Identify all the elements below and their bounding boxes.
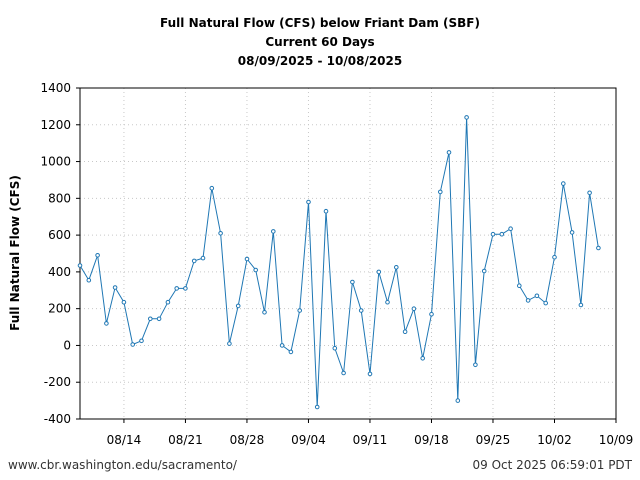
x-tick-label: 09/04 (291, 433, 326, 447)
grid (80, 87, 617, 420)
data-point (438, 189, 443, 195)
x-tick-label: 08/14 (107, 433, 142, 447)
data-point (200, 255, 206, 261)
data-point (411, 306, 417, 312)
data-point (218, 231, 223, 236)
data-point (525, 298, 531, 303)
data-point (262, 310, 267, 315)
data-point (464, 115, 469, 120)
data-point (244, 256, 250, 262)
data-point (112, 285, 118, 290)
data-point (86, 277, 92, 283)
data-point (209, 185, 215, 191)
data-point (77, 263, 83, 268)
data-point (473, 362, 478, 368)
data-point (552, 254, 557, 260)
x-tick-label: 08/21 (168, 433, 203, 447)
series-line (79, 117, 599, 408)
data-point (481, 268, 487, 274)
data-point (420, 356, 426, 361)
y-tick-label: 1000 (40, 155, 71, 169)
plot-area-frame (79, 87, 617, 420)
chart-date-range: 08/09/2025 - 10/08/2025 (237, 54, 403, 68)
y-tick-label: 200 (48, 302, 71, 316)
x-tick-label: 10/09 (599, 433, 634, 447)
data-point (253, 267, 258, 273)
y-tick-label: 600 (48, 228, 71, 242)
data-point (534, 293, 540, 299)
data-point (227, 341, 232, 346)
data-point (288, 349, 294, 355)
data-point (561, 181, 566, 186)
data-point (121, 299, 127, 305)
data-point (156, 316, 162, 322)
y-tick-label: -200 (44, 375, 71, 389)
data-point (490, 231, 496, 237)
data-point (104, 321, 109, 326)
data-point (517, 283, 522, 289)
x-tick-label: 08/28 (230, 433, 265, 447)
y-axis-label: Full Natural Flow (CFS) (8, 175, 22, 331)
data-point (191, 258, 197, 264)
x-tick-label: 10/02 (537, 433, 572, 447)
y-axis: -400 -200 0 200 400 600 800 1000 1200 1400 (40, 81, 80, 426)
data-point (587, 190, 592, 196)
data-point (332, 345, 338, 351)
data-point (455, 398, 461, 403)
data-point (569, 230, 575, 235)
y-tick-label: 1200 (40, 118, 71, 132)
data-point (314, 404, 320, 410)
data-point (341, 370, 346, 376)
y-tick-label: 1400 (40, 81, 71, 95)
y-tick-label: 400 (48, 265, 71, 279)
data-point (95, 253, 100, 258)
data-point (596, 245, 601, 251)
data-point (543, 300, 549, 306)
data-point (376, 269, 382, 275)
data-point (402, 329, 408, 335)
data-point (499, 231, 505, 237)
data-point (165, 299, 171, 305)
x-axis: 08/14 08/21 08/28 09/04 09/11 09/18 09/25 10/02… (107, 419, 634, 447)
data-point (306, 199, 311, 205)
y-tick-label: 0 (63, 338, 71, 352)
chart-title: Full Natural Flow (CFS) below Friant Dam… (160, 16, 480, 30)
data-point (183, 286, 188, 291)
data-point (174, 286, 179, 291)
y-tick-label: 800 (48, 191, 71, 205)
timestamp: 09 Oct 2025 06:59:01 PDT (472, 458, 632, 472)
chart-subtitle: Current 60 Days (265, 35, 375, 49)
source-url[interactable]: www.cbr.washington.edu/sacramento/ (8, 458, 237, 472)
y-tick-label: -400 (44, 412, 71, 426)
data-point (394, 265, 399, 270)
data-point (508, 226, 513, 231)
data-point (367, 371, 373, 377)
data-point (323, 208, 329, 214)
data-point (271, 229, 276, 234)
x-tick-label: 09/25 (476, 433, 511, 447)
x-tick-label: 09/11 (353, 433, 388, 447)
data-point (446, 150, 452, 155)
data-point (139, 338, 144, 344)
data-point (235, 303, 241, 309)
data-point (148, 316, 153, 322)
x-tick-label: 09/18 (414, 433, 449, 447)
data-point (385, 299, 390, 305)
data-points (77, 115, 601, 410)
data-point (350, 279, 355, 285)
data-point (578, 302, 584, 308)
data-point (279, 343, 285, 348)
data-point (429, 311, 434, 317)
data-point (130, 342, 135, 347)
data-point (358, 308, 364, 313)
data-point (297, 308, 303, 313)
